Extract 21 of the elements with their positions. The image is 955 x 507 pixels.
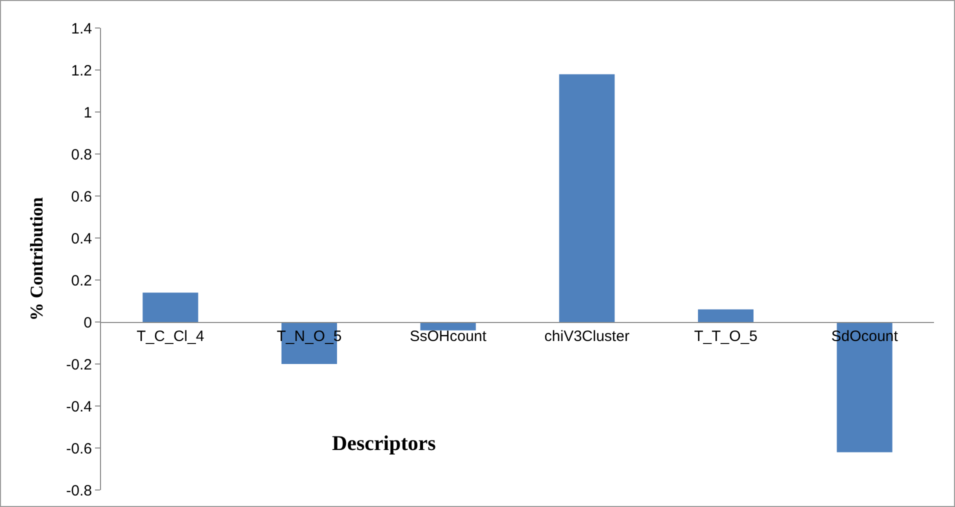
bar	[559, 74, 615, 322]
y-tick-label: 1	[84, 104, 92, 122]
y-tick-label: 0	[84, 314, 92, 332]
y-axis-title: % Contribution	[26, 197, 46, 321]
x-tick-label: T_T_O_5	[694, 328, 758, 345]
y-tick-label: -0.4	[66, 398, 92, 416]
y-tick-label: -0.8	[66, 482, 92, 500]
y-tick-label: 1.4	[71, 20, 92, 38]
y-tick-label: 0.2	[71, 272, 92, 290]
y-tick-label: 0.8	[71, 146, 92, 164]
bar	[698, 309, 754, 322]
bar	[142, 292, 198, 322]
x-tick-label: T_C_Cl_4	[136, 328, 204, 345]
y-tick-label: -0.2	[66, 356, 92, 374]
y-tick-label: 0.4	[71, 230, 92, 248]
y-tick-label: 0.6	[71, 188, 92, 206]
x-tick-label: chiV3Cluster	[544, 328, 630, 345]
x-axis-title: Descriptors	[332, 431, 436, 455]
x-tick-label: SsOHcount	[410, 328, 488, 345]
y-tick-label: -0.6	[66, 440, 92, 458]
y-tick-label: 1.2	[71, 62, 92, 80]
